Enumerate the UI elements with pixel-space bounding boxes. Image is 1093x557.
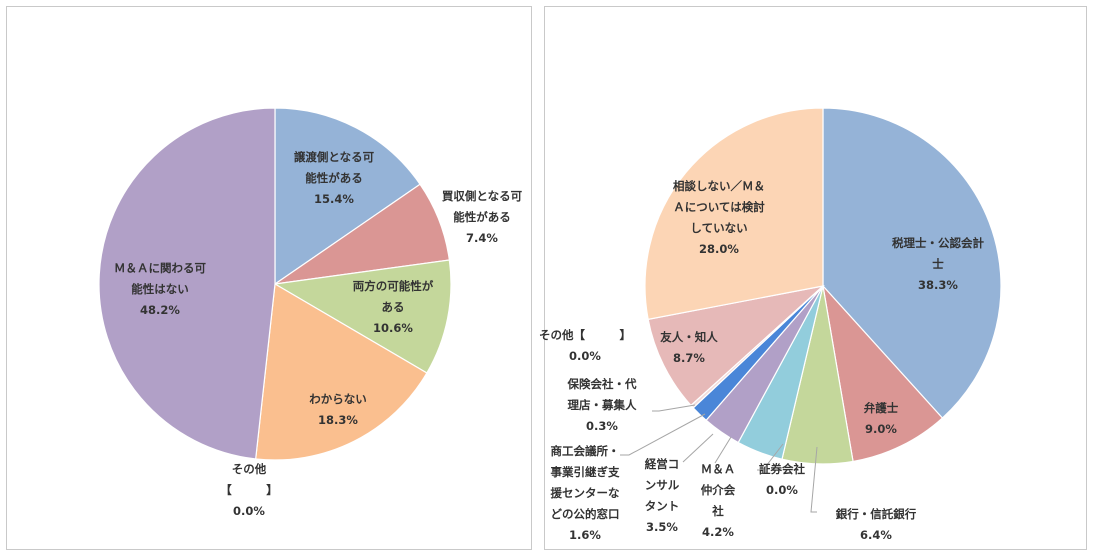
right-pie-slice-2 (822, 284, 944, 463)
right-data-label-9: その他【 】 0.0% (539, 328, 631, 363)
left-pie-chart: 譲渡側となる可能性がある 15.4% 買収側となる可能性がある 7.4%両方の可能性が… (98, 107, 523, 518)
right-leader-line-3 (810, 446, 818, 513)
left-data-label-6: Ｍ＆Ａに関わる可能性はない 48.2% (114, 261, 206, 317)
right-pie-chart: 税理士・公認会計士 38.3% 弁護士 9.0% 銀行・信託銀行 6.4% 証券会社 0.0%… (539, 107, 1002, 542)
right-data-label-2: 弁護士 9.0% (864, 401, 899, 436)
right-pie-slice-11 (644, 107, 824, 321)
left-data-label-5: その他【 】 0.0% (220, 462, 278, 518)
right-leader-line-6 (682, 433, 714, 463)
left-data-label-4: わからない 18.3% (309, 392, 367, 427)
left-data-label-2: 買収側となる可能性がある 7.4% (442, 189, 523, 245)
right-pie-slice-1 (822, 107, 1002, 419)
right-leader-line-4 (757, 443, 784, 471)
left-pie-chart-panel: 譲渡側となる可能性がある 15.4% 買収側となる可能性がある 7.4% 両方の可能性が… (6, 6, 532, 550)
right-leader-line-7 (620, 413, 706, 456)
right-pie-slice-10 (647, 285, 825, 407)
left-data-label-1: 譲渡側となる可能性がある 15.4% (294, 150, 375, 206)
right-data-label-1: 税理士・公認会計士 38.3% (892, 236, 984, 292)
right-leader-line-5 (714, 436, 732, 464)
left-pie-slice-4 (255, 283, 428, 461)
right-data-label-4: 証券会社 0.0% (759, 462, 805, 497)
right-data-label-11: 相談しない／Ｍ＆Ａについては検討していない 28.0% (673, 179, 765, 256)
right-data-label-10: 友人・知人 8.7% (660, 330, 718, 365)
right-data-label-8: 保険会社・代理店・募集人 0.3% (567, 377, 637, 433)
right-data-label-5: Ｍ＆Ａ仲介会社 4.2% (701, 462, 736, 539)
left-pie-slice-6 (98, 107, 276, 460)
left-pie-slice-3 (273, 259, 452, 374)
right-data-label-3: 銀行・信託銀行 6.4% (836, 507, 917, 542)
left-pie-slice-1 (274, 107, 421, 286)
right-data-label-6: 経営コンサルタント 3.5% (645, 457, 680, 534)
right-leader-line-8 (652, 404, 696, 412)
right-pie-chart-panel: 税理士・公認会計士 38.3% 弁護士 9.0% 銀行・信託銀行 6.4% 証券会社 0.0%… (539, 6, 1087, 550)
left-data-label-3: 両方の可能性がある 10.6% (353, 279, 434, 335)
right-data-label-7: 商工会議所・事業引継ぎ支援センターなどの公的窓口 1.6% (551, 444, 620, 542)
